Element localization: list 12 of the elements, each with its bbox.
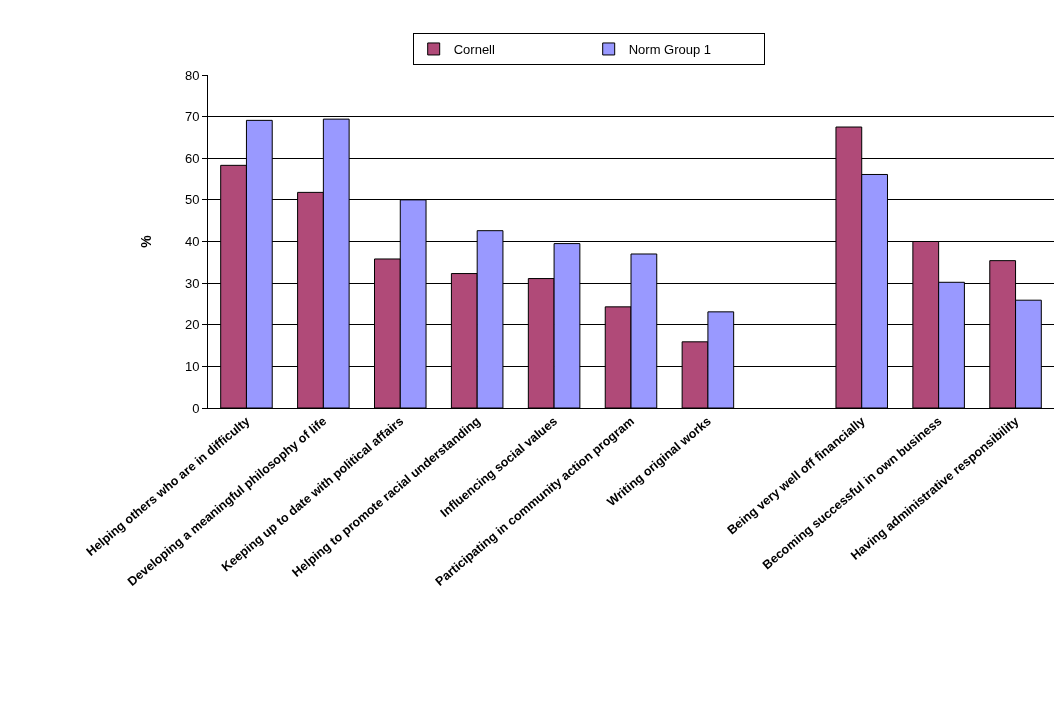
legend-label: Cornell <box>453 42 495 58</box>
y-axis-title: % <box>137 234 154 248</box>
y-tick-label: 60 <box>184 150 200 166</box>
y-tick-label: 40 <box>184 234 200 250</box>
y-tick-label: 50 <box>184 192 200 208</box>
legend-label: Norm Group 1 <box>628 42 712 58</box>
y-tick-label: 10 <box>184 358 200 374</box>
y-tick-label: 70 <box>184 109 200 125</box>
y-tick-label: 0 <box>192 400 200 416</box>
y-tick-label: 80 <box>184 67 200 83</box>
y-tick-label: 30 <box>184 275 200 291</box>
y-tick-label: 20 <box>184 317 200 333</box>
